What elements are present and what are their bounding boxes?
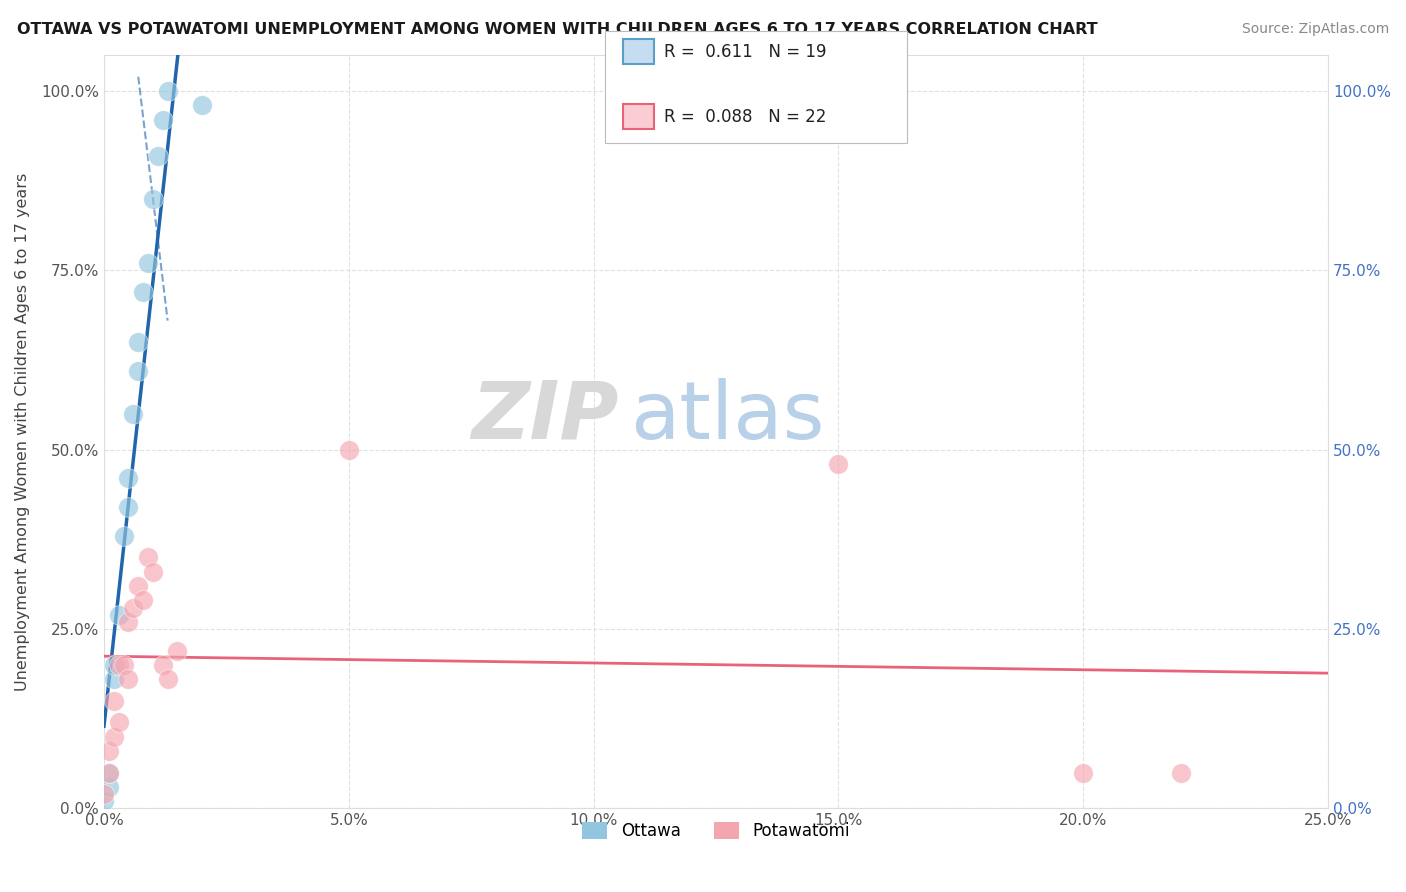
Point bbox=[103, 673, 125, 687]
Point bbox=[156, 84, 179, 98]
Point bbox=[107, 657, 129, 672]
Point bbox=[103, 730, 125, 744]
Point bbox=[127, 335, 149, 350]
Point bbox=[93, 787, 115, 801]
Point bbox=[1071, 765, 1094, 780]
Text: R =  0.611   N = 19: R = 0.611 N = 19 bbox=[664, 43, 827, 61]
Point bbox=[156, 673, 179, 687]
Point bbox=[1170, 765, 1192, 780]
Point bbox=[136, 550, 159, 565]
Point bbox=[122, 407, 145, 421]
Point bbox=[827, 457, 849, 471]
Point bbox=[152, 657, 174, 672]
Point bbox=[107, 607, 129, 622]
Point bbox=[127, 579, 149, 593]
Point bbox=[103, 657, 125, 672]
Point bbox=[97, 765, 120, 780]
Point bbox=[146, 148, 169, 162]
Point bbox=[117, 471, 139, 485]
Point bbox=[136, 256, 159, 270]
Point bbox=[112, 657, 135, 672]
Point bbox=[152, 112, 174, 127]
Text: atlas: atlas bbox=[630, 377, 825, 456]
Legend: Ottawa, Potawatomi: Ottawa, Potawatomi bbox=[578, 817, 855, 846]
Point bbox=[107, 715, 129, 730]
Point bbox=[142, 565, 165, 579]
Text: Source: ZipAtlas.com: Source: ZipAtlas.com bbox=[1241, 22, 1389, 37]
Y-axis label: Unemployment Among Women with Children Ages 6 to 17 years: Unemployment Among Women with Children A… bbox=[15, 173, 30, 691]
Point bbox=[132, 285, 155, 299]
Text: R =  0.088   N = 22: R = 0.088 N = 22 bbox=[664, 108, 825, 126]
Point bbox=[97, 744, 120, 758]
Point bbox=[142, 192, 165, 206]
Point bbox=[117, 615, 139, 629]
Point bbox=[132, 593, 155, 607]
Point bbox=[103, 694, 125, 708]
Point bbox=[191, 98, 214, 112]
Text: ZIP: ZIP bbox=[471, 377, 619, 456]
Text: OTTAWA VS POTAWATOMI UNEMPLOYMENT AMONG WOMEN WITH CHILDREN AGES 6 TO 17 YEARS C: OTTAWA VS POTAWATOMI UNEMPLOYMENT AMONG … bbox=[17, 22, 1098, 37]
Point bbox=[122, 600, 145, 615]
Point bbox=[127, 364, 149, 378]
Point bbox=[97, 780, 120, 794]
Point bbox=[93, 794, 115, 808]
Point bbox=[117, 500, 139, 515]
Point bbox=[166, 643, 188, 657]
Point bbox=[117, 673, 139, 687]
Point bbox=[337, 442, 360, 457]
Point bbox=[112, 529, 135, 543]
Point bbox=[97, 765, 120, 780]
